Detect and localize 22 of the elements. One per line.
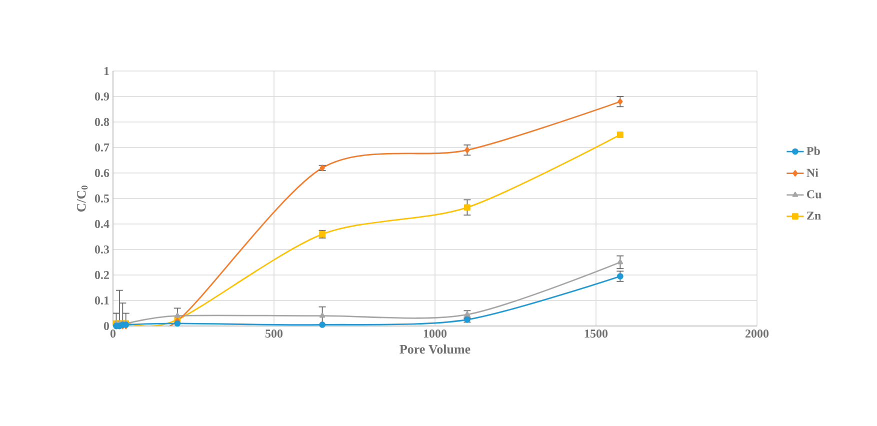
- legend-label: Zn: [807, 212, 821, 220]
- x-tick-label: 2000: [746, 330, 769, 338]
- legend-label: Ni: [806, 168, 818, 177]
- y-tick-label: 0.5: [94, 194, 110, 203]
- x-tick-label: 1000: [424, 330, 447, 338]
- y-tick-label: 0.2: [94, 270, 109, 280]
- y-tick-label: 0.6: [94, 168, 110, 178]
- y-tick-label: 0.1: [94, 296, 109, 305]
- y-tick-label: 0: [104, 322, 110, 330]
- x-tick-label: 500: [265, 330, 283, 338]
- y-tick-label: 0.3: [94, 245, 110, 254]
- y-tick-label: 0.9: [94, 92, 110, 101]
- legend-label: Pb: [806, 146, 820, 156]
- y-tick-label: 0.7: [94, 143, 110, 152]
- legend-label: Cu: [807, 190, 822, 198]
- y-tick-label: 0.4: [94, 220, 110, 228]
- x-axis-title: Pore Volume: [400, 344, 470, 354]
- y-tick-label: 1: [104, 67, 109, 75]
- x-tick-label: 0: [110, 330, 116, 338]
- y-axis-title: C/C$_{0}$: [76, 186, 88, 212]
- y-tick-label: 0.8: [94, 118, 110, 126]
- x-tick-label: 1500: [584, 330, 608, 338]
